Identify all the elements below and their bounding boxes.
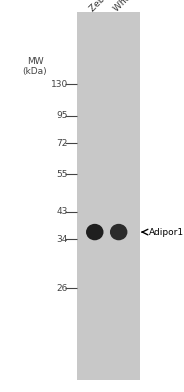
Text: 95: 95 [57, 111, 68, 120]
Text: Zebrafish muscle: Zebrafish muscle [88, 0, 150, 14]
Text: 26: 26 [57, 284, 68, 292]
Text: 130: 130 [51, 80, 68, 89]
Text: Whole zebrafish: Whole zebrafish [112, 0, 170, 14]
Text: 55: 55 [57, 170, 68, 179]
Bar [77, 12, 140, 380]
Text: MW
(kDa): MW (kDa) [23, 57, 47, 76]
Text: 34: 34 [57, 235, 68, 243]
Ellipse shape [86, 224, 103, 240]
Ellipse shape [110, 224, 127, 240]
Text: 43: 43 [57, 207, 68, 216]
Text: 72: 72 [57, 139, 68, 147]
Text: Adipor1b: Adipor1b [149, 228, 184, 236]
